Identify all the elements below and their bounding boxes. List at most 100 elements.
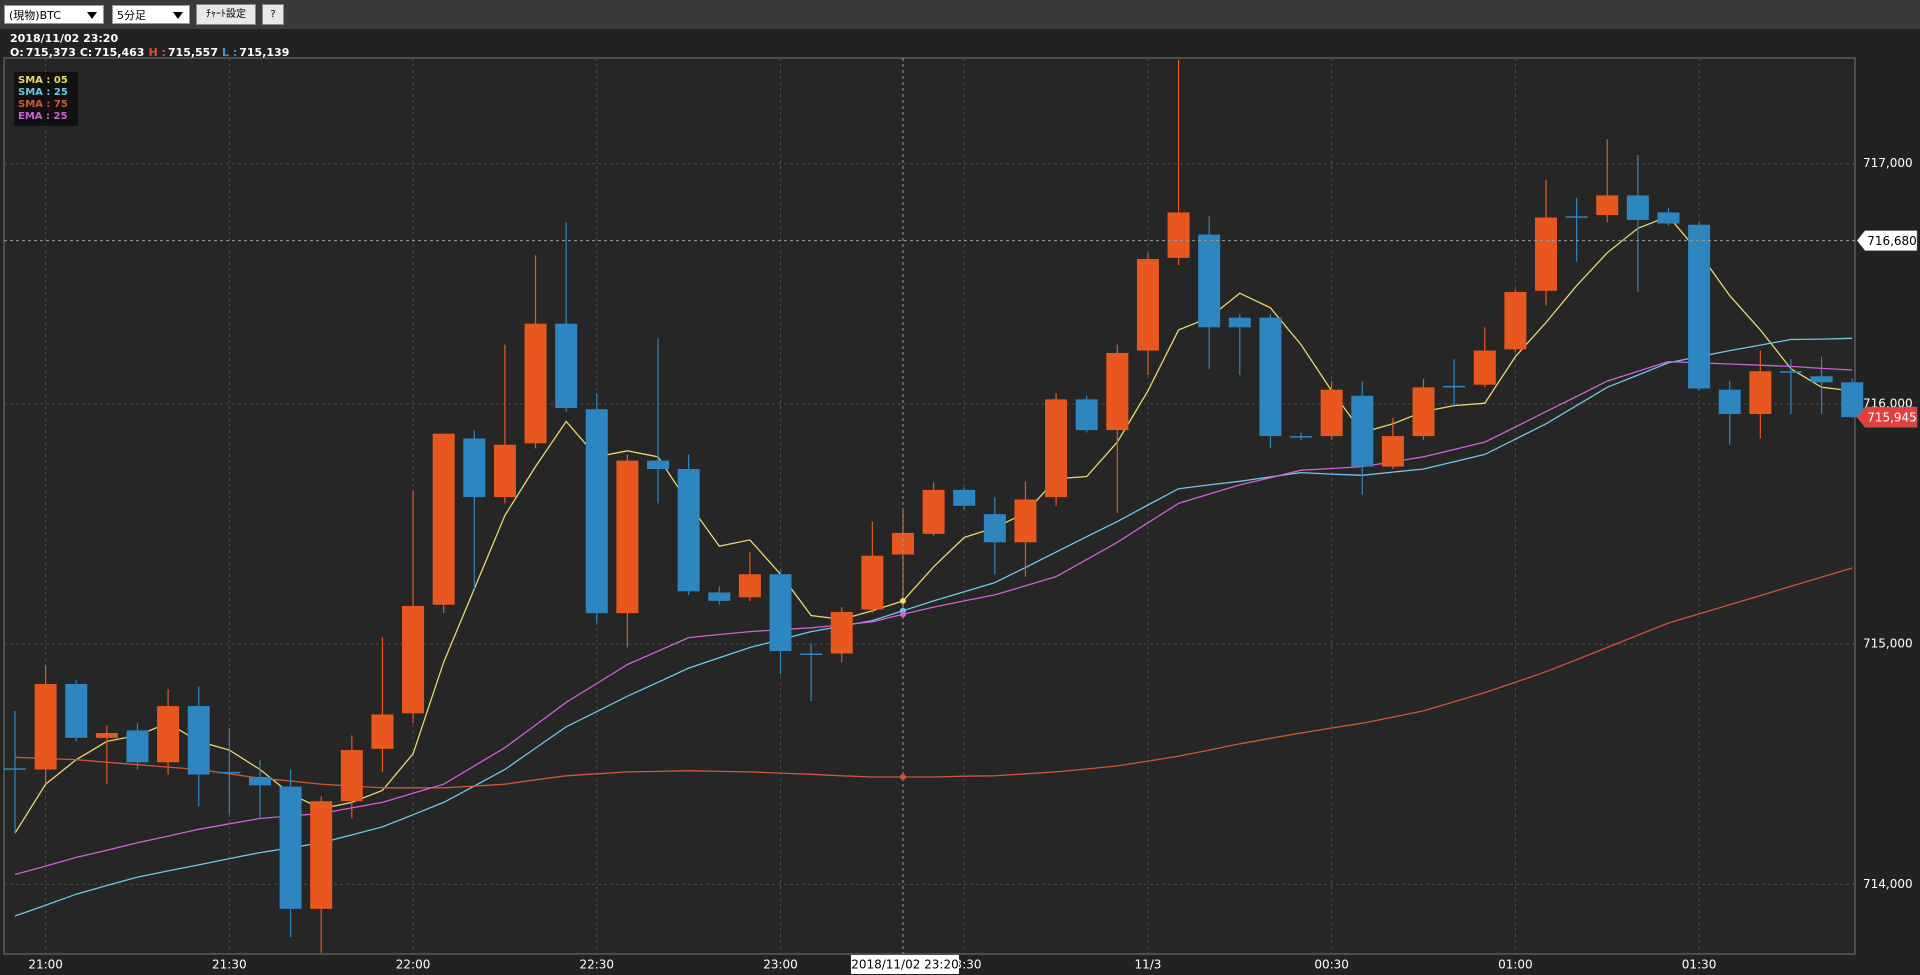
readout-time: 2018/11/02 23:20: [10, 32, 119, 45]
candle-body: [371, 714, 394, 749]
legend: SMA : 05 SMA : 25 SMA : 75 EMA : 25: [14, 72, 78, 126]
readout-key: C:: [79, 46, 93, 59]
toolbar: (現物)BTC 5分足 ﾁｬｰﾄ設定 ?: [0, 0, 1920, 29]
candle-body: [1473, 350, 1496, 385]
candle-body: [585, 409, 608, 614]
candle-body: [1841, 382, 1864, 418]
candle-body: [861, 555, 884, 610]
candle-body: [1749, 371, 1772, 414]
x-tick-label: 22:00: [396, 958, 431, 972]
product-select[interactable]: (現物)BTC: [4, 5, 104, 24]
candle-body: [1626, 195, 1649, 220]
timeframe-text: 5分足: [117, 9, 146, 22]
x-tick-label: 00:30: [1314, 958, 1349, 972]
candle-body: [340, 750, 363, 802]
candle-body: [187, 706, 210, 775]
candle-body: [1596, 195, 1619, 216]
candle-body: [616, 460, 639, 614]
candle-body: [708, 592, 731, 601]
candle-body: [218, 771, 241, 774]
readout-key: H :: [148, 46, 166, 59]
x-tick-label: 01:00: [1498, 958, 1533, 972]
candle-body: [891, 532, 914, 555]
candle-body: [65, 683, 88, 738]
y-tick-label: 714,000: [1863, 877, 1913, 891]
candle-body: [310, 801, 333, 909]
candle-body: [1565, 216, 1588, 218]
candle-body: [1045, 399, 1068, 498]
dropdown-arrow: [87, 12, 97, 19]
indicator-line: [14, 567, 1853, 789]
candle-body: [1504, 291, 1527, 350]
candle-body: [1198, 234, 1221, 328]
timeframe-select[interactable]: 5分足: [112, 5, 190, 24]
candle-body: [1657, 212, 1680, 224]
candle-body: [1688, 224, 1711, 389]
legend-entry: SMA : 05: [18, 75, 68, 86]
crosshair-price-label: 716,680: [1867, 234, 1917, 248]
candle-body: [4, 768, 26, 770]
candle-body: [769, 574, 792, 652]
candle-body: [248, 776, 271, 786]
candle-body: [95, 733, 118, 738]
candle-body: [647, 460, 670, 470]
candle-body: [738, 574, 761, 598]
candle-body: [1718, 389, 1741, 414]
x-tick-label: 22:30: [579, 958, 614, 972]
legend-entry: EMA : 25: [18, 111, 68, 122]
candle-body: [953, 489, 976, 506]
candle-body: [432, 433, 455, 605]
candle-body: [1443, 385, 1466, 388]
candle-body: [1779, 371, 1802, 373]
readout-value: 715,557: [167, 46, 218, 59]
current-price-box: [1856, 406, 1918, 428]
candle-body: [279, 786, 302, 909]
dropdown-arrow: [173, 12, 183, 19]
help-button[interactable]: ?: [262, 4, 284, 25]
candle-body: [126, 730, 149, 763]
candle-body: [1167, 212, 1190, 258]
crosshair-dot: [899, 773, 906, 780]
candle-body: [677, 469, 700, 592]
y-tick-label: 715,000: [1863, 637, 1913, 651]
ohlc-readout: 2018/11/02 23:20 O: 715,373 C: 715,463 H :71…: [10, 32, 293, 60]
legend-entry: SMA : 25: [18, 87, 68, 98]
crosshair-price-box: [1856, 230, 1918, 251]
candle-body: [1014, 499, 1037, 543]
crosshair-dot: [899, 611, 906, 618]
candle-body: [800, 653, 823, 655]
candle-body: [1381, 436, 1404, 467]
candle-body: [1810, 376, 1833, 383]
candle-body: [1351, 395, 1374, 467]
x-tick-label: 01:30: [1682, 958, 1717, 972]
readout-value: 715,373: [25, 46, 76, 59]
x-tick-label: 23:00: [763, 958, 798, 972]
candle-body: [493, 444, 516, 498]
y-tick-label: 717,000: [1863, 156, 1913, 170]
candle-body: [922, 489, 945, 534]
candle-body: [1412, 387, 1435, 437]
crosshair-date-label: 2018/11/02 23:20: [851, 958, 959, 972]
candle-body: [1136, 259, 1159, 351]
candle-body: [1535, 217, 1557, 291]
current-price-label: 715,945: [1867, 411, 1917, 425]
candle-body: [1259, 317, 1282, 437]
x-tick-label: 11/3: [1134, 958, 1161, 972]
candle-body: [402, 605, 425, 714]
candle-body: [1106, 352, 1129, 431]
settings-button[interactable]: ﾁｬｰﾄ設定: [196, 4, 256, 25]
candle-body: [157, 706, 180, 763]
legend-entry: SMA : 75: [18, 99, 68, 110]
crosshair-dot: [899, 597, 906, 604]
candle-body: [34, 683, 57, 770]
candle-body: [1228, 317, 1251, 328]
readout-value: 715,463: [94, 46, 145, 59]
crosshair-date-box: [850, 955, 959, 974]
candle-body: [983, 514, 1006, 543]
x-tick-label: 21:30: [212, 958, 247, 972]
product-text: (現物)BTC: [9, 9, 61, 22]
candle-body: [555, 323, 578, 408]
